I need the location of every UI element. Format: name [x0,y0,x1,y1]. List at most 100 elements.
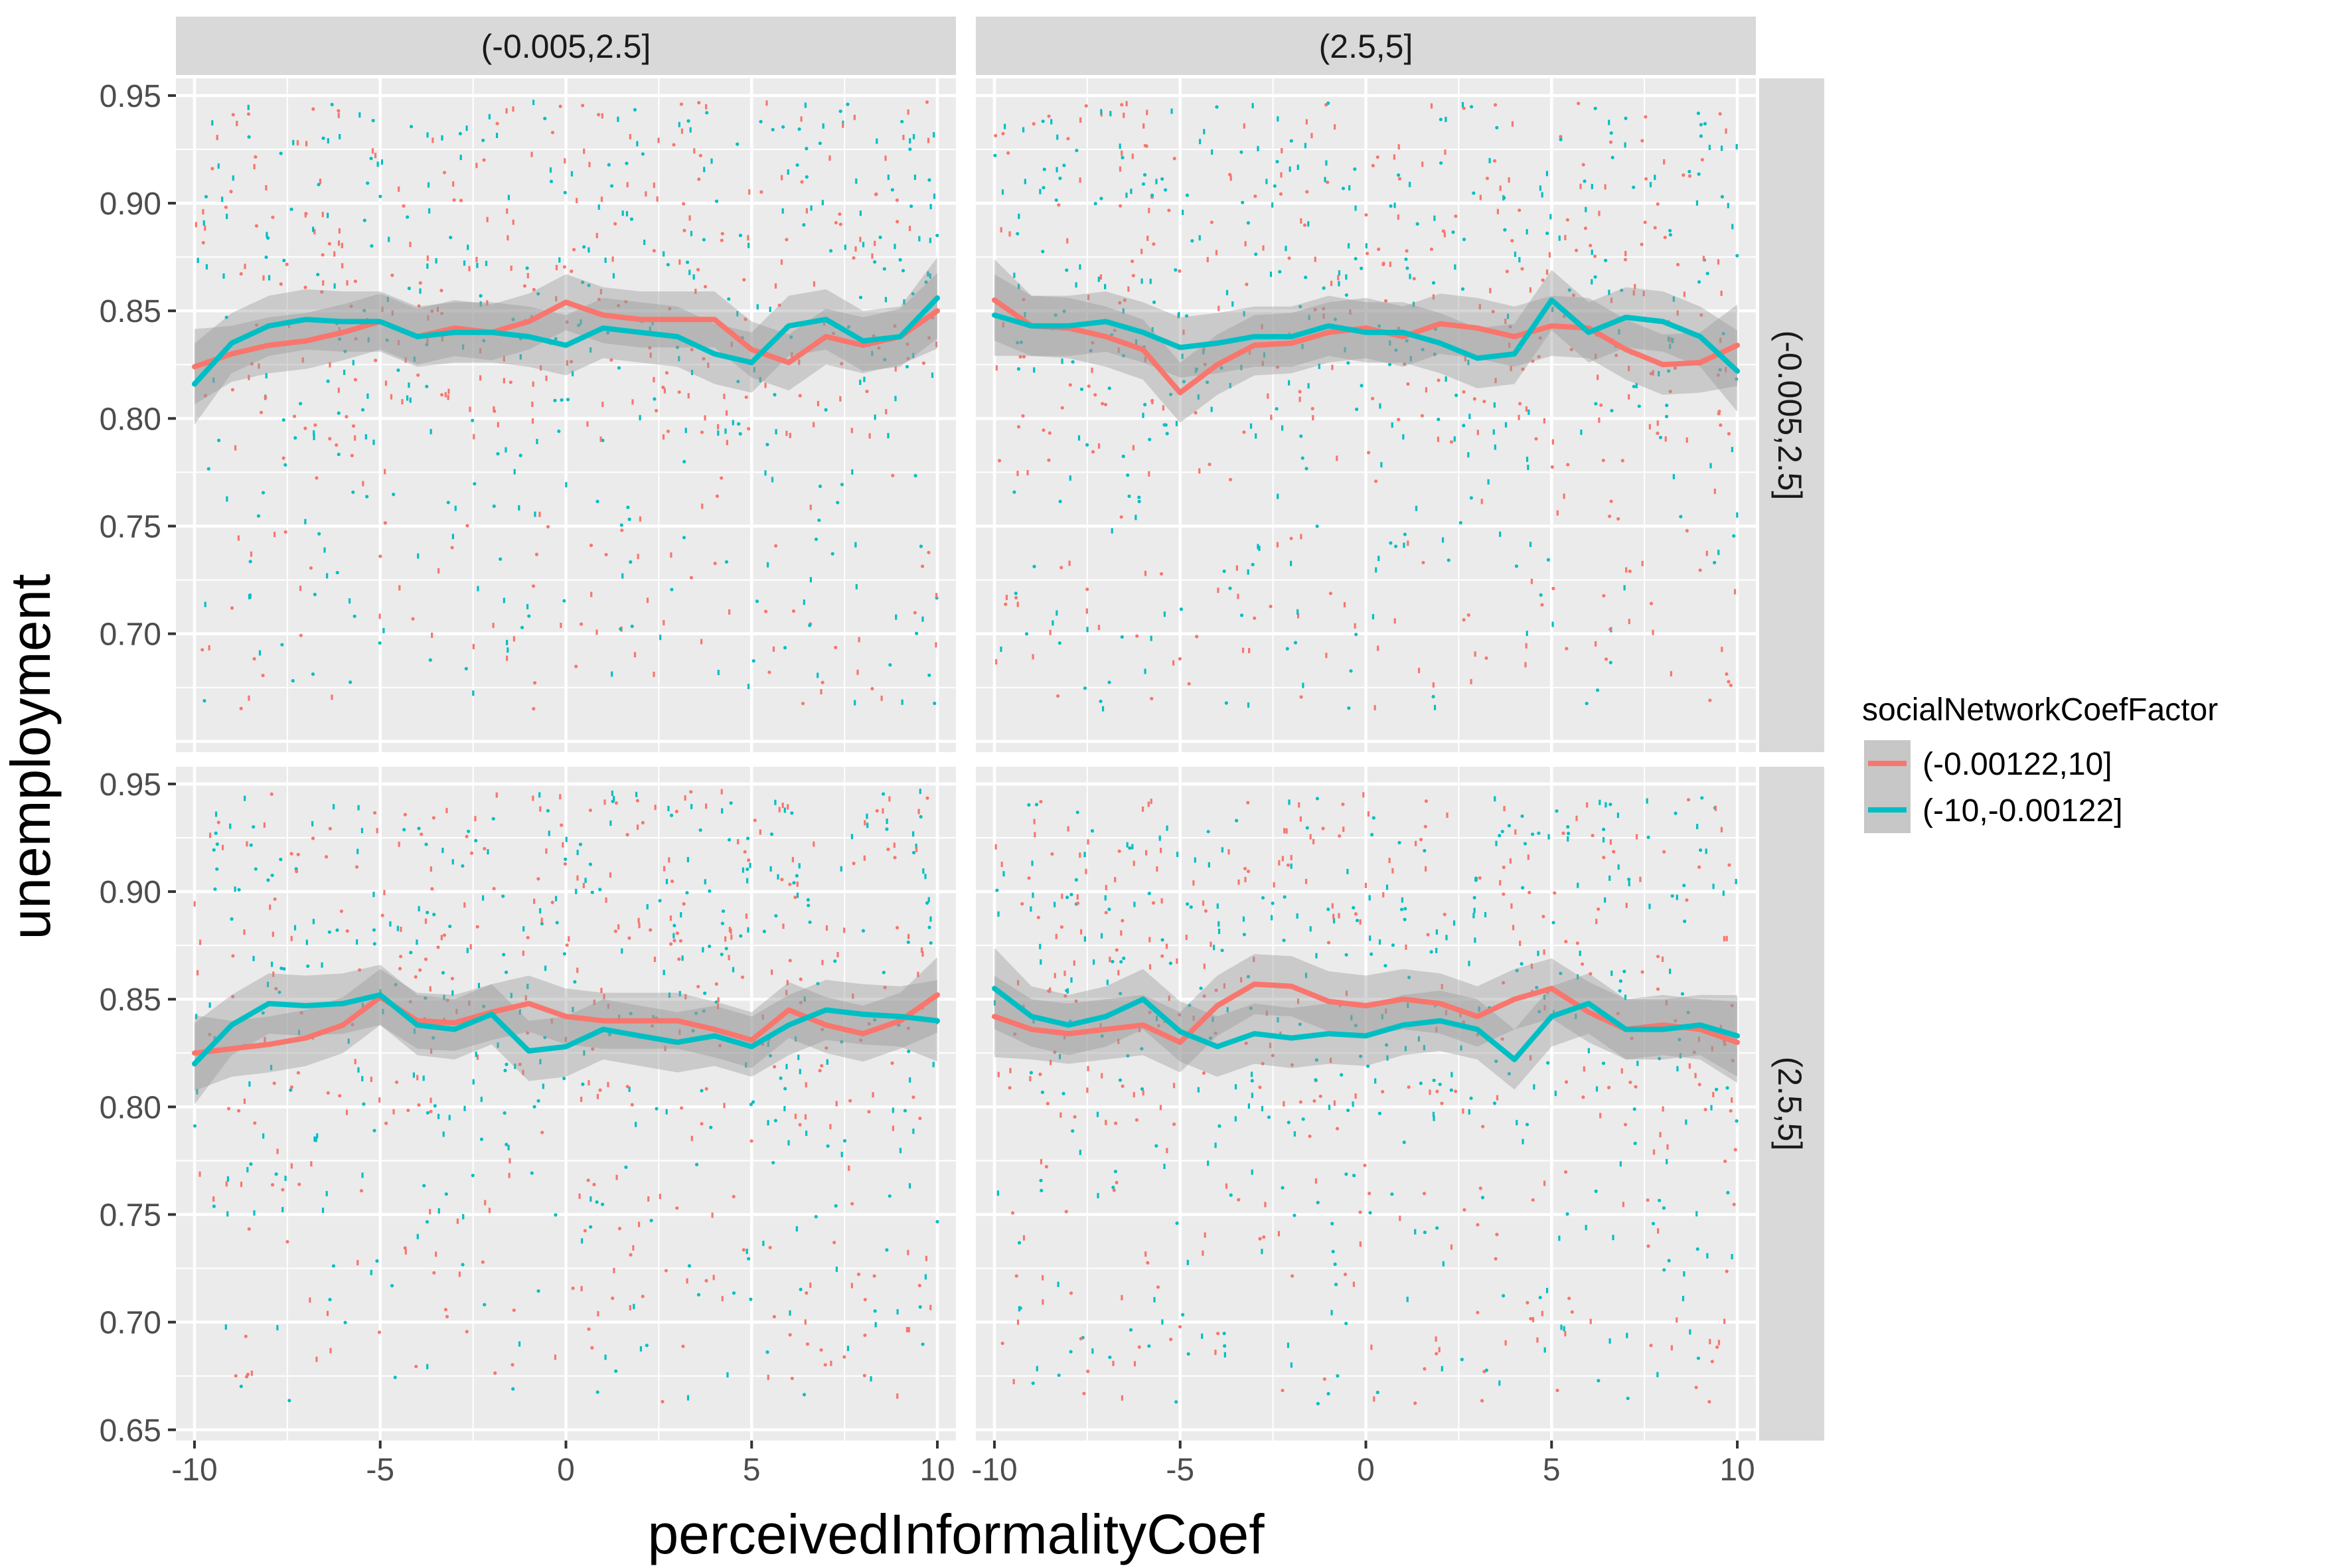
data-point [465,125,468,131]
data-point [935,1219,939,1223]
data-point [1698,848,1703,852]
data-point [230,917,234,921]
data-point [700,1089,704,1093]
data-point [1454,393,1458,398]
data-point [321,253,325,257]
data-point [1012,1379,1015,1385]
data-point [426,910,430,915]
data-point [884,297,888,303]
data-point [804,1319,807,1325]
data-point [436,306,439,312]
data-point [1700,157,1704,162]
data-point [762,1240,765,1246]
data-point [907,933,910,939]
data-point [1533,1084,1535,1090]
data-point [1617,864,1620,870]
data-point [1437,436,1440,442]
data-point [1687,174,1692,178]
data-point [1716,373,1720,377]
data-point [1423,1230,1427,1234]
data-point [762,929,766,933]
data-point [1498,834,1502,838]
data-point [1375,155,1379,159]
data-point [1062,163,1066,167]
data-point [1632,384,1636,388]
data-point [1478,1006,1480,1012]
data-point [279,151,283,155]
data-point [714,1000,718,1004]
data-point [665,878,668,884]
data-point [635,799,640,803]
data-point [431,1036,435,1040]
data-point [617,924,620,930]
data-point [1628,1080,1632,1084]
data-point [1248,349,1251,355]
data-point [1046,1101,1050,1105]
data-point [1085,608,1088,614]
data-point [445,1314,449,1318]
data-point [893,842,896,848]
data-point [919,788,921,794]
data-point [425,384,429,388]
data-point [1620,288,1624,292]
data-point [1449,440,1454,444]
data-point [613,795,615,801]
data-point [771,1160,775,1165]
data-point [439,289,443,293]
data-point [1526,456,1529,462]
data-point [299,1011,303,1015]
data-point [469,851,474,855]
data-point [582,883,585,889]
data-point [1258,546,1261,552]
data-point [1151,901,1156,905]
data-point [1349,309,1352,315]
data-point [765,1350,769,1354]
data-point [859,236,862,242]
data-point [1226,1007,1229,1013]
data-point [1487,479,1490,485]
data-point [1649,601,1654,605]
data-point [1494,444,1496,450]
data-point [328,437,332,441]
data-point [382,627,385,633]
data-point [912,133,915,139]
data-point [1237,1198,1241,1202]
data-point [1397,327,1401,331]
data-point [858,637,860,643]
data-point [1735,254,1739,258]
data-point [426,132,429,138]
data-point [497,422,499,428]
data-point [854,246,857,252]
data-point [296,852,300,856]
data-point [1287,1121,1291,1125]
data-point [1435,1352,1439,1356]
data-point [885,409,888,415]
data-point [1451,230,1455,234]
y-tick-label: 0.80 [100,1090,161,1125]
data-point [518,453,522,457]
data-point [688,270,691,275]
data-point [839,396,842,402]
data-point [730,928,732,934]
data-point [704,1087,708,1091]
data-point [1437,378,1441,382]
data-point [1627,878,1631,882]
data-point [1608,627,1612,631]
data-point [1554,1091,1557,1097]
data-point [1133,860,1135,866]
data-point [562,1076,566,1081]
data-point [935,593,938,599]
data-point [625,1085,629,1089]
data-point [1407,540,1409,546]
data-point [1309,926,1312,932]
data-point [266,236,270,240]
data-point [1462,424,1466,428]
data-point [678,1029,681,1035]
data-point [1254,252,1258,256]
data-point [1674,1019,1678,1023]
data-point [1250,1071,1253,1077]
data-point [862,242,865,248]
data-point [649,1218,653,1223]
data-point [538,792,541,798]
data-point [1101,706,1105,712]
